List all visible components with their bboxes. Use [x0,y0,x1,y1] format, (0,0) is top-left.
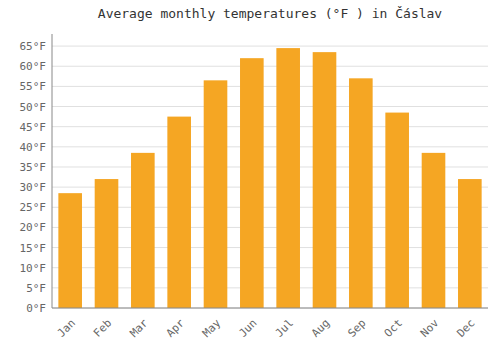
x-tick-label: Sep [345,317,368,340]
bar [385,113,409,308]
bar [276,48,300,308]
x-tick-label: Aug [309,317,332,340]
x-axis-line [52,308,488,309]
x-tick-label: Mar [127,316,151,340]
y-tick-label: 25°F [20,201,47,214]
grid-line [52,106,488,107]
y-axis-line [52,34,53,308]
grid-line [52,126,488,127]
grid-line [52,66,488,67]
chart-title: Average monthly temperatures (°F ) in Čá… [98,6,443,21]
bar [349,78,373,308]
x-tick-label: Dec [454,317,477,340]
chart-container: Average monthly temperatures (°F ) in Čá… [0,0,500,350]
y-tick-label: 20°F [20,221,47,234]
y-tick-label: 35°F [20,161,47,174]
y-tick-label: 30°F [20,181,47,194]
x-tick-label: Jan [55,317,78,340]
x-tick-label: Nov [418,316,442,340]
bar [167,117,191,308]
grid-line [52,146,488,147]
x-tick-label: Jul [273,317,296,340]
bar [131,153,155,308]
y-tick-label: 5°F [26,282,46,295]
grid-line [52,86,488,87]
x-tick-label: Feb [91,317,114,340]
y-grid [52,46,488,308]
x-tick-label: Oct [382,317,405,340]
y-tick-label: 45°F [20,121,47,134]
y-tick-label: 10°F [20,262,47,275]
bar [240,58,264,308]
x-tick-label: May [200,316,224,340]
bar [422,153,446,308]
y-tick-label: 60°F [20,60,47,73]
y-tick-label: 15°F [20,242,47,255]
bar [458,179,482,308]
bar [58,193,82,308]
y-tick-label: 40°F [20,141,47,154]
y-tick-label: 0°F [26,302,46,315]
y-tick-label: 65°F [20,40,47,53]
grid-line [52,308,488,309]
grid-line [52,46,488,47]
bar [313,52,337,308]
y-tick-label: 55°F [20,80,47,93]
y-tick-labels: 0°F 5°F 10°F 15°F 20°F 25°F 30°F 35°F 40°F 45°F 50… [20,40,47,315]
bar [95,179,119,308]
x-tick-labels: Jan Feb Mar Apr May Jun Jul Aug Sep Oct Nov Dec [55,316,478,340]
bar [204,80,228,308]
y-tick-label: 50°F [20,101,47,114]
bars [58,48,481,308]
x-tick-label: Jun [236,317,259,340]
x-tick-label: Apr [164,316,188,340]
chart-svg: Average monthly temperatures (°F ) in Čá… [0,0,500,350]
